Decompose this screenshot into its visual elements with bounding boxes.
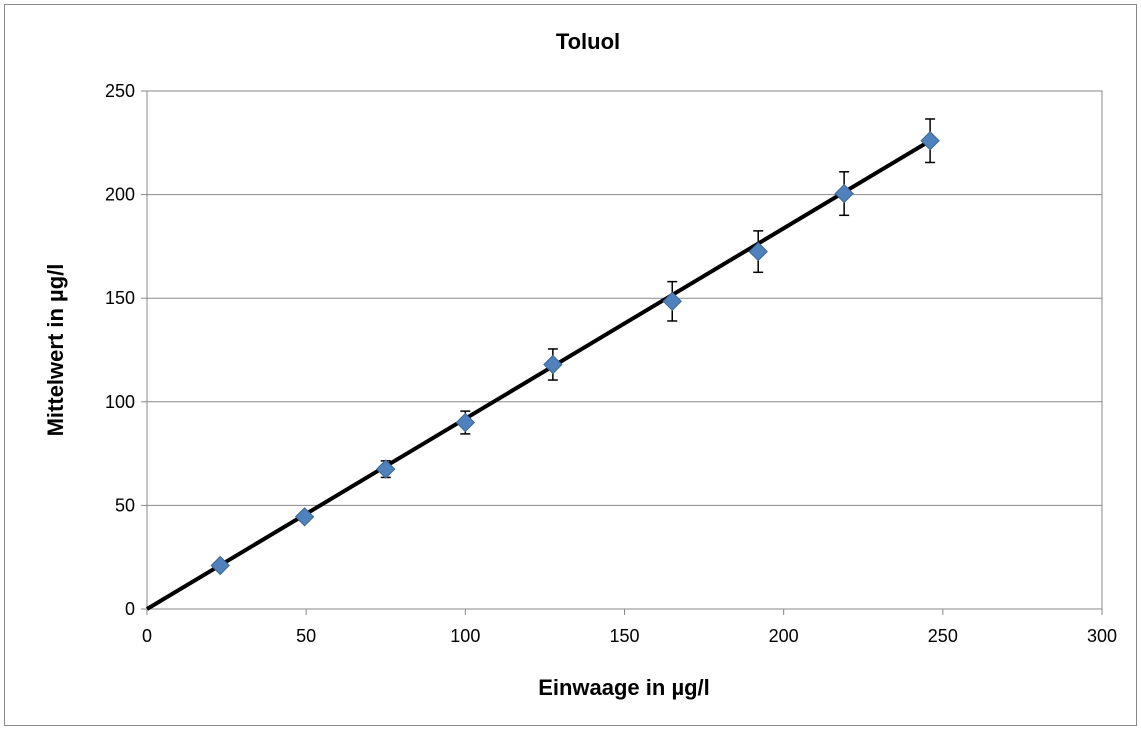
chart-title: Toluol (556, 29, 620, 54)
x-tick-label: 250 (928, 626, 958, 646)
x-axis-ticks: 0 50 100 150 200 250 300 (142, 609, 1117, 646)
trendline-group (145, 139, 932, 611)
x-tick-label: 150 (609, 626, 639, 646)
x-axis-title: Einwaage in µg/l (538, 675, 710, 700)
data-point (834, 183, 854, 204)
y-axis-ticks: 0 50 100 150 200 250 (105, 81, 147, 619)
data-point (748, 241, 768, 262)
plot-area (146, 90, 1103, 610)
y-tick-label: 100 (105, 392, 135, 412)
data-point (294, 507, 315, 527)
y-axis-title: Mittelwert in µg/l (43, 264, 68, 437)
y-tick-label: 0 (125, 599, 135, 619)
data-point (455, 412, 476, 433)
trendline (145, 139, 932, 611)
x-tick-label: 100 (450, 626, 480, 646)
data-point (920, 131, 940, 151)
data-point (662, 291, 682, 312)
data-point (210, 555, 230, 576)
gridlines (147, 194, 1102, 506)
y-tick-label: 150 (105, 288, 135, 308)
y-tick-label: 50 (115, 495, 135, 515)
x-tick-label: 200 (769, 626, 799, 646)
x-tick-label: 300 (1087, 626, 1117, 646)
x-tick-label: 50 (296, 626, 316, 646)
y-tick-label: 200 (105, 185, 135, 205)
y-tick-label: 250 (105, 81, 135, 101)
data-point (543, 354, 563, 375)
data-point (376, 459, 396, 479)
x-tick-label: 0 (142, 626, 152, 646)
data-points (210, 131, 940, 576)
